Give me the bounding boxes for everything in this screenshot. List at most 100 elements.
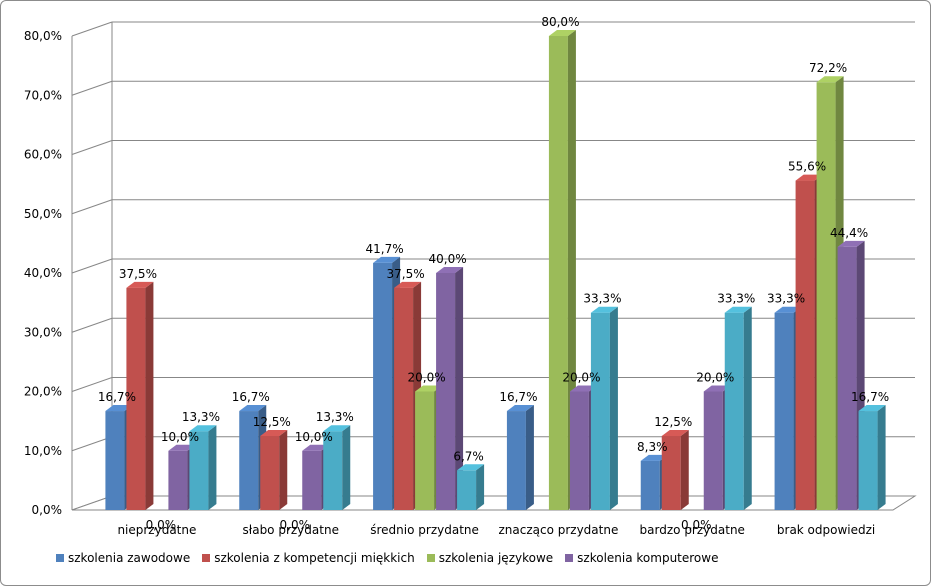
bar-top bbox=[323, 425, 351, 432]
x-tick-label: bardzo przydatne bbox=[640, 523, 745, 537]
x-tick-label: słabo przydatne bbox=[243, 523, 339, 537]
bar-side bbox=[279, 429, 288, 510]
data-label: 13,3% bbox=[316, 410, 354, 424]
legend-swatch bbox=[202, 554, 211, 562]
bar-front bbox=[724, 312, 744, 510]
data-label: 13,3% bbox=[182, 410, 220, 424]
bar-front bbox=[703, 391, 723, 510]
legend: szkolenia zawodowe szkolenia z kompetencj… bbox=[56, 549, 730, 567]
bar-front bbox=[239, 411, 259, 510]
bar-top bbox=[569, 385, 597, 392]
y-tick-label: 70,0% bbox=[24, 88, 62, 102]
bar-side bbox=[145, 281, 154, 510]
bar-top bbox=[415, 385, 443, 392]
bar bbox=[506, 405, 534, 510]
data-label: 44,4% bbox=[830, 226, 868, 240]
bar-front bbox=[302, 450, 322, 510]
bar-top bbox=[795, 174, 823, 181]
data-label: 80,0% bbox=[541, 15, 579, 29]
data-label: 72,2% bbox=[809, 61, 847, 75]
bar-front bbox=[661, 435, 681, 510]
bar-front bbox=[168, 450, 188, 510]
bar-side bbox=[877, 405, 886, 510]
data-label: 16,7% bbox=[851, 390, 889, 404]
data-label: 0,0% bbox=[146, 518, 177, 532]
data-label: 20,0% bbox=[562, 371, 600, 385]
bar-side bbox=[455, 267, 464, 510]
data-label: 16,7% bbox=[499, 390, 537, 404]
data-label: 12,5% bbox=[253, 415, 291, 429]
bar-top bbox=[302, 444, 330, 451]
bar-side bbox=[609, 306, 618, 510]
gridline-diagonal bbox=[71, 140, 113, 155]
gridline-diagonal bbox=[71, 317, 113, 333]
legend-label: szkolenia językowe bbox=[438, 551, 554, 565]
bar-top bbox=[394, 281, 422, 288]
data-label: 20,0% bbox=[696, 371, 734, 385]
bar-front bbox=[323, 431, 343, 510]
gridline-diagonal bbox=[71, 436, 113, 452]
bar-front bbox=[640, 460, 660, 510]
bar-top bbox=[239, 405, 267, 412]
bar-top bbox=[168, 444, 196, 451]
bar-top bbox=[436, 267, 464, 273]
y-tick-label: 10,0% bbox=[24, 444, 62, 458]
bar-front bbox=[569, 391, 589, 510]
bar-top bbox=[816, 76, 844, 83]
y-tick-label: 30,0% bbox=[24, 325, 62, 339]
bar-side bbox=[208, 425, 217, 510]
data-label: 6,7% bbox=[453, 449, 484, 463]
bar-front bbox=[774, 312, 794, 510]
bar-side bbox=[680, 429, 689, 510]
legend-label: szkolenia zawodowe bbox=[68, 551, 191, 565]
bar-front bbox=[105, 411, 125, 510]
bar-top bbox=[724, 306, 752, 313]
bar-top bbox=[126, 281, 154, 288]
gridline-diagonal bbox=[71, 80, 113, 96]
data-label: 16,7% bbox=[232, 390, 270, 404]
bar-top bbox=[373, 256, 401, 263]
bar-front bbox=[415, 391, 435, 510]
legend-item: szkolenia językowe bbox=[426, 551, 554, 565]
y-tick-label: 60,0% bbox=[24, 148, 62, 162]
x-tick-label: brak odpowiedzi bbox=[777, 523, 875, 537]
data-label: 10,0% bbox=[161, 430, 199, 444]
bar-top bbox=[703, 385, 731, 392]
y-tick-label: 40,0% bbox=[24, 266, 62, 280]
gridline-diagonal bbox=[71, 199, 113, 215]
legend-swatch bbox=[56, 554, 64, 562]
x-tick-label: średnio przydatne bbox=[370, 523, 479, 537]
bar-front bbox=[816, 82, 836, 510]
bars bbox=[105, 30, 886, 510]
bar-top bbox=[640, 454, 668, 461]
bar-front bbox=[506, 411, 526, 510]
data-label: 41,7% bbox=[366, 242, 404, 256]
legend-label: szkolenia z kompetencji miękkich bbox=[214, 551, 415, 565]
data-label: 20,0% bbox=[408, 371, 446, 385]
data-label: 33,3% bbox=[583, 292, 621, 306]
bar-side bbox=[342, 425, 351, 510]
data-label: 33,3% bbox=[767, 292, 805, 306]
bar-front bbox=[457, 470, 477, 510]
gridline-diagonal bbox=[71, 377, 113, 392]
bar bbox=[858, 405, 886, 510]
bar-front bbox=[858, 411, 878, 510]
data-label: 0,0% bbox=[280, 518, 311, 532]
bar-front bbox=[590, 312, 610, 510]
bar-front bbox=[795, 180, 815, 510]
bar bbox=[661, 429, 689, 510]
bar-top bbox=[105, 405, 133, 412]
bar-front bbox=[548, 36, 568, 510]
data-label: 12,5% bbox=[654, 415, 692, 429]
y-tick-label: 50,0% bbox=[24, 207, 62, 221]
data-labels: 16,7% 37,5% 10,0% 13,3% 16,7% 12,5% 10,0% 13,3%… bbox=[98, 15, 889, 532]
data-label: 33,3% bbox=[717, 292, 755, 306]
data-label: 16,7% bbox=[98, 390, 136, 404]
bar-top bbox=[661, 429, 689, 436]
data-label: 10,0% bbox=[295, 430, 333, 444]
bar-top bbox=[774, 306, 802, 313]
gridline-diagonal bbox=[71, 21, 113, 37]
data-label: 55,6% bbox=[788, 160, 826, 174]
bar bbox=[436, 267, 464, 510]
bar-top bbox=[590, 306, 618, 313]
